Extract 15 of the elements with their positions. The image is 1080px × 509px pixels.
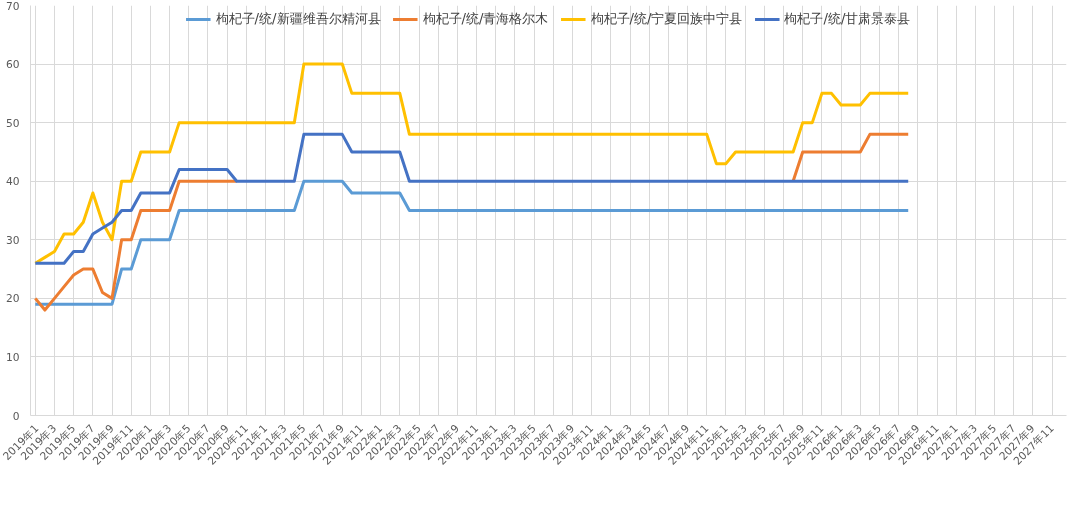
y-tick-label: 60: [5, 58, 20, 72]
legend-label: 枸杞子/统/新疆维吾尔精河县: [215, 10, 381, 28]
line-series: [33, 132, 910, 265]
y-tick-label: 10: [5, 350, 20, 364]
y-tick-label: 50: [5, 116, 20, 130]
y-tick-label: 70: [5, 0, 20, 13]
legend-label: 枸杞子/统/宁夏回族中宁县: [590, 10, 743, 28]
line-series: [33, 179, 910, 306]
y-tick-label: 30: [5, 233, 20, 247]
y-tick-label: 40: [5, 175, 20, 189]
line-series: [33, 62, 910, 265]
legend-label: 枸杞子/统/青海格尔木: [422, 10, 549, 28]
y-tick-label: 0: [12, 409, 20, 423]
legend-label: 枸杞子/统/甘肃景泰县: [784, 10, 911, 28]
y-tick-label: 20: [5, 292, 20, 306]
